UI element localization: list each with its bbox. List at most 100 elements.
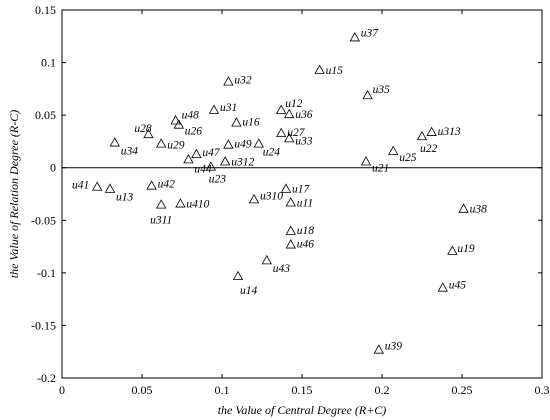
triangle-marker [146, 180, 157, 190]
data-point-u23: u23 [205, 161, 226, 186]
x-tick-label: 0.15 [292, 383, 313, 397]
data-point-u29: u29 [156, 138, 185, 152]
data-point-u33: u33 [284, 132, 313, 147]
triangle-marker [92, 181, 103, 191]
point-label: u26 [185, 126, 203, 138]
triangle-marker [285, 225, 296, 235]
point-label: u311 [150, 215, 172, 227]
point-label: u25 [399, 152, 417, 164]
data-point-u27: u27 [276, 127, 306, 139]
x-tick-label: 0.25 [452, 383, 473, 397]
data-point-u310: u310 [248, 190, 283, 204]
point-label: u21 [372, 162, 389, 174]
data-point-u48: u48 [170, 109, 200, 125]
data-point-u46: u46 [285, 238, 314, 250]
y-tick-label: 0 [50, 161, 56, 175]
point-label: u17 [292, 184, 311, 196]
data-point-u32: u32 [223, 74, 252, 86]
point-label: u37 [361, 27, 380, 39]
data-point-u312: u312 [220, 156, 254, 168]
triangle-marker [175, 198, 186, 208]
triangle-marker [284, 132, 295, 143]
triangle-marker [447, 245, 458, 255]
data-point-u19: u19 [447, 243, 475, 255]
point-label: u35 [373, 84, 391, 96]
data-point-u16: u16 [231, 117, 260, 129]
triangle-marker [191, 148, 202, 159]
triangle-marker [276, 127, 287, 138]
triangle-marker [156, 199, 167, 209]
data-point-u47: u47 [191, 147, 221, 159]
triangle-marker [426, 126, 437, 136]
point-label: u34 [121, 145, 139, 157]
data-point-u11: u11 [285, 197, 313, 209]
data-point-u43: u43 [261, 254, 291, 275]
data-point-u22: u22 [416, 130, 438, 155]
point-label: u29 [167, 140, 185, 152]
point-label: u313 [438, 126, 461, 138]
data-point-u313: u313 [426, 126, 461, 138]
data-point-u39: u39 [373, 341, 402, 354]
point-label: u44 [194, 163, 212, 175]
data-point-u25: u25 [388, 145, 417, 164]
data-point-u38: u38 [458, 203, 488, 216]
y-tick-label: -0.05 [31, 213, 56, 227]
triangle-marker [362, 89, 373, 100]
data-point-u14: u14 [232, 270, 258, 297]
point-label: u410 [186, 198, 209, 210]
triangle-marker [349, 32, 360, 42]
y-tick-label: 0.05 [35, 108, 56, 122]
triangle-marker [232, 270, 244, 281]
triangle-marker [170, 115, 181, 125]
y-tick-label: -0.15 [31, 318, 56, 332]
point-label: u49 [234, 139, 252, 151]
point-label: u38 [470, 204, 488, 216]
data-point-u37: u37 [349, 27, 380, 42]
data-point-u36: u36 [284, 108, 313, 121]
data-point-u13: u13 [104, 183, 134, 204]
point-label: u11 [297, 197, 313, 209]
x-tick-label: 0.2 [375, 383, 390, 397]
triangle-marker [416, 130, 428, 141]
y-tick-label: 0.15 [35, 3, 56, 17]
triangle-marker [314, 64, 325, 74]
triangle-marker [223, 76, 234, 86]
point-label: u42 [158, 179, 176, 191]
triangle-marker [205, 161, 216, 171]
triangle-marker [173, 119, 184, 129]
x-tick-label: 0.3 [535, 383, 550, 397]
point-label: u18 [297, 225, 315, 237]
triangle-marker [276, 104, 287, 114]
triangle-marker [360, 156, 372, 166]
point-label: u45 [449, 280, 467, 292]
triangle-marker [223, 139, 234, 149]
y-axis-label: the Value of Relation Degree (R-C) [7, 110, 21, 279]
data-point-u17: u17 [280, 183, 311, 196]
point-label: u16 [242, 117, 260, 129]
triangle-marker [388, 145, 399, 155]
data-point-u41: u41 [72, 180, 103, 192]
x-axis-ticks: 0 0.05 0.1 0.15 0.2 0.25 0.3 [59, 10, 550, 397]
point-label: u43 [273, 263, 291, 275]
triangle-marker [220, 156, 231, 166]
point-label: u12 [285, 98, 303, 110]
point-label: u13 [116, 192, 134, 204]
y-tick-label: 0.1 [41, 56, 56, 70]
data-point-u42: u42 [146, 179, 176, 191]
x-tick-label: 0 [59, 383, 65, 397]
point-label: u33 [295, 135, 313, 147]
point-label: u19 [457, 243, 475, 255]
point-label: u48 [182, 109, 200, 121]
triangle-marker [285, 239, 296, 249]
point-label: u310 [260, 190, 283, 202]
point-label: u24 [263, 147, 281, 159]
point-label: u36 [295, 109, 313, 121]
triangle-marker [285, 197, 296, 207]
x-tick-label: 0.05 [132, 383, 153, 397]
point-label: u31 [220, 102, 237, 114]
data-point-u21: u21 [360, 156, 389, 174]
point-label: u312 [231, 156, 254, 168]
triangle-marker [231, 117, 242, 127]
